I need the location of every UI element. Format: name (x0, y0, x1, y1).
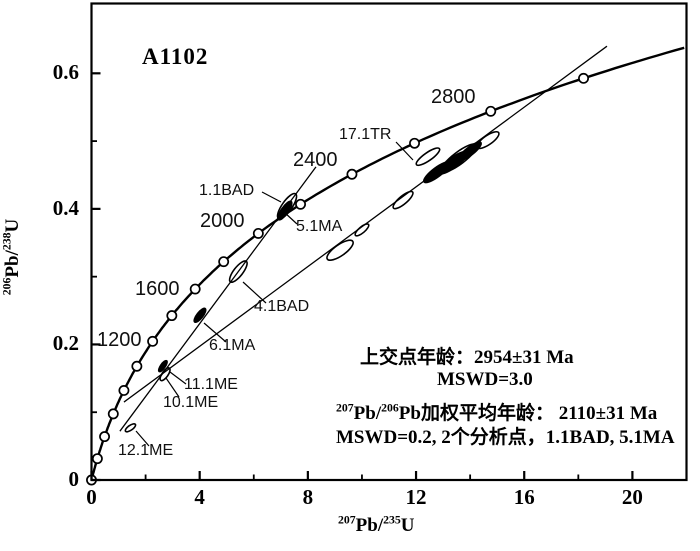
concordia-age-label-2800: 2800 (431, 86, 476, 108)
error-ellipse-unlabeled-8 (476, 130, 500, 150)
x-tick-label-20: 20 (621, 485, 643, 509)
error-ellipse-unlabeled-2 (354, 223, 370, 237)
point-label-4.1BAD: 4.1BAD (254, 298, 310, 315)
error-ellipse-17.1TR (415, 147, 441, 167)
error-ellipse-12.1ME (124, 423, 137, 433)
error-ellipse-4.1BAD (228, 260, 248, 283)
point-label-5.1MA: 5.1MA (296, 218, 343, 235)
concordia-age-marker-2200 (295, 198, 306, 210)
leader-line-6.1MA (203, 322, 227, 343)
concordia-age-marker-600 (107, 408, 119, 420)
concordia-age-marker-1800 (218, 256, 230, 268)
point-label-12.1ME: 12.1ME (118, 442, 174, 459)
concordia-age-marker-2600 (409, 137, 420, 149)
y-tick-label-0.4: 0.4 (52, 195, 79, 220)
y-tick-label-0: 0 (68, 467, 80, 491)
leader-line-17.1TR (395, 141, 414, 161)
error-ellipse-unlabeled-1 (326, 239, 354, 261)
error-ellipse-6.1MA (193, 307, 207, 324)
concordia-age-marker-1200 (147, 335, 159, 347)
concordia-age-marker-800 (118, 384, 130, 396)
concordia-age-marker-200 (91, 453, 103, 465)
error-ellipse-unlabeled-7 (457, 141, 482, 162)
x-tick-label-4: 4 (194, 485, 205, 509)
leader-line-5.1MA (283, 211, 298, 225)
leader-line-12.1ME (135, 430, 150, 447)
x-axis-title: 207Pb/235U (338, 513, 415, 536)
point-label-10.1ME: 10.1ME (163, 394, 219, 411)
leader-line-1.1BAD (261, 191, 282, 203)
point-label-17.1TR: 17.1TR (339, 126, 392, 143)
concordia-age-label-2000: 2000 (200, 210, 245, 232)
concordia-age-label-1200: 1200 (97, 329, 142, 351)
x-tick-label-0: 0 (86, 485, 97, 509)
point-label-11.1ME: 11.1ME (184, 376, 238, 393)
y-tick-label-0.2: 0.2 (52, 331, 79, 356)
point-label-1.1BAD: 1.1BAD (199, 182, 255, 199)
leader-line-11.1ME (169, 371, 187, 385)
error-ellipse-5.1MA (277, 200, 293, 221)
concordia-age-marker-1600 (189, 283, 201, 295)
concordia-age-label-2400: 2400 (293, 149, 338, 171)
concordia-age-marker-1000 (131, 360, 143, 372)
concordia-age-marker-400 (99, 431, 111, 443)
leader-line-4.1BAD (242, 281, 267, 304)
concordia-age-marker-2800 (485, 105, 497, 117)
annotation-weighted-mean-age: 207Pb/206Pb加权平均年龄： 2110±31 Ma (336, 401, 658, 424)
sample-title: A1102 (142, 44, 209, 69)
concordia-age-marker-2400 (346, 168, 358, 180)
x-tick-label-16: 16 (513, 485, 535, 509)
error-ellipse-10.1ME (159, 367, 171, 382)
annotation-upper-intercept-age: 上交点年龄：2954±31 Ma (360, 347, 574, 368)
y-tick-label-0.6: 0.6 (52, 60, 79, 85)
x-tick-label-8: 8 (302, 485, 314, 509)
error-ellipse-11.1ME (157, 359, 168, 373)
concordia-age-marker-1400 (166, 310, 178, 322)
concordia-age-marker-2000 (252, 227, 264, 239)
concordia-age-marker-3000 (578, 72, 589, 84)
point-label-6.1MA: 6.1MA (209, 337, 256, 354)
annotation-weighted-mean-mswd: MSWD=0.2, 2个分析点，1.1BAD, 5.1MA (336, 427, 675, 448)
annotation-upper-intercept-mswd: MSWD=3.0 (437, 369, 533, 390)
x-tick-label-12: 12 (405, 485, 427, 509)
plot-frame (90, 2, 688, 482)
leader-line-10.1ME (165, 377, 180, 398)
concordia-age-label-1600: 1600 (135, 278, 180, 300)
error-ellipse-unlabeled-3 (392, 190, 414, 210)
